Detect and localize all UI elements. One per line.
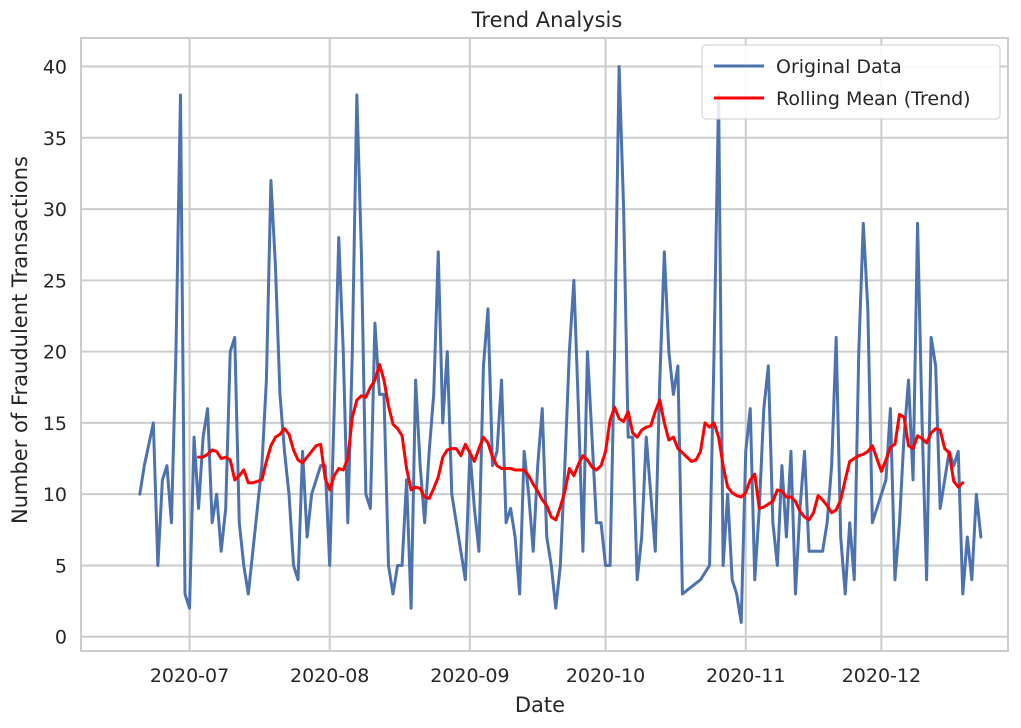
y-tick-label: 5	[55, 555, 67, 577]
x-tick-label: 2020-07	[150, 665, 229, 687]
y-tick-labels: 0 5 10 15 20 25 30 35 40	[43, 57, 67, 649]
legend: Original Data Rolling Mean (Trend)	[701, 44, 1001, 120]
legend-label-original-data: Original Data	[776, 56, 902, 78]
x-tick-label: 2020-12	[842, 665, 921, 687]
y-tick-label: 15	[43, 413, 67, 435]
series-line-original-data	[138, 65, 983, 624]
y-tick-label: 30	[43, 199, 67, 221]
y-axis-title: Number of Fraudulent Transactions	[8, 156, 32, 524]
plot-frame	[80, 37, 1009, 652]
chart-title: Trend Analysis	[471, 8, 623, 32]
x-tick-label: 2020-08	[290, 665, 369, 687]
x-axis-title: Date	[515, 693, 565, 717]
series-line-rolling-mean	[197, 362, 965, 522]
series-layer	[138, 65, 983, 624]
y-tick-label: 20	[43, 342, 67, 364]
x-tick-label: 2020-10	[566, 665, 645, 687]
x-tick-label: 2020-11	[706, 665, 785, 687]
legend-box	[701, 44, 1001, 120]
legend-label-rolling-mean: Rolling Mean (Trend)	[776, 88, 971, 110]
y-tick-label: 40	[43, 57, 67, 79]
y-tick-label: 35	[43, 128, 67, 150]
y-tick-label: 10	[43, 484, 67, 506]
x-tick-labels: 2020-07 2020-08 2020-09 2020-10 2020-11 2020-…	[150, 665, 921, 687]
y-tick-label: 25	[43, 270, 67, 292]
y-tick-label: 0	[55, 627, 67, 649]
x-tick-label: 2020-09	[430, 665, 509, 687]
